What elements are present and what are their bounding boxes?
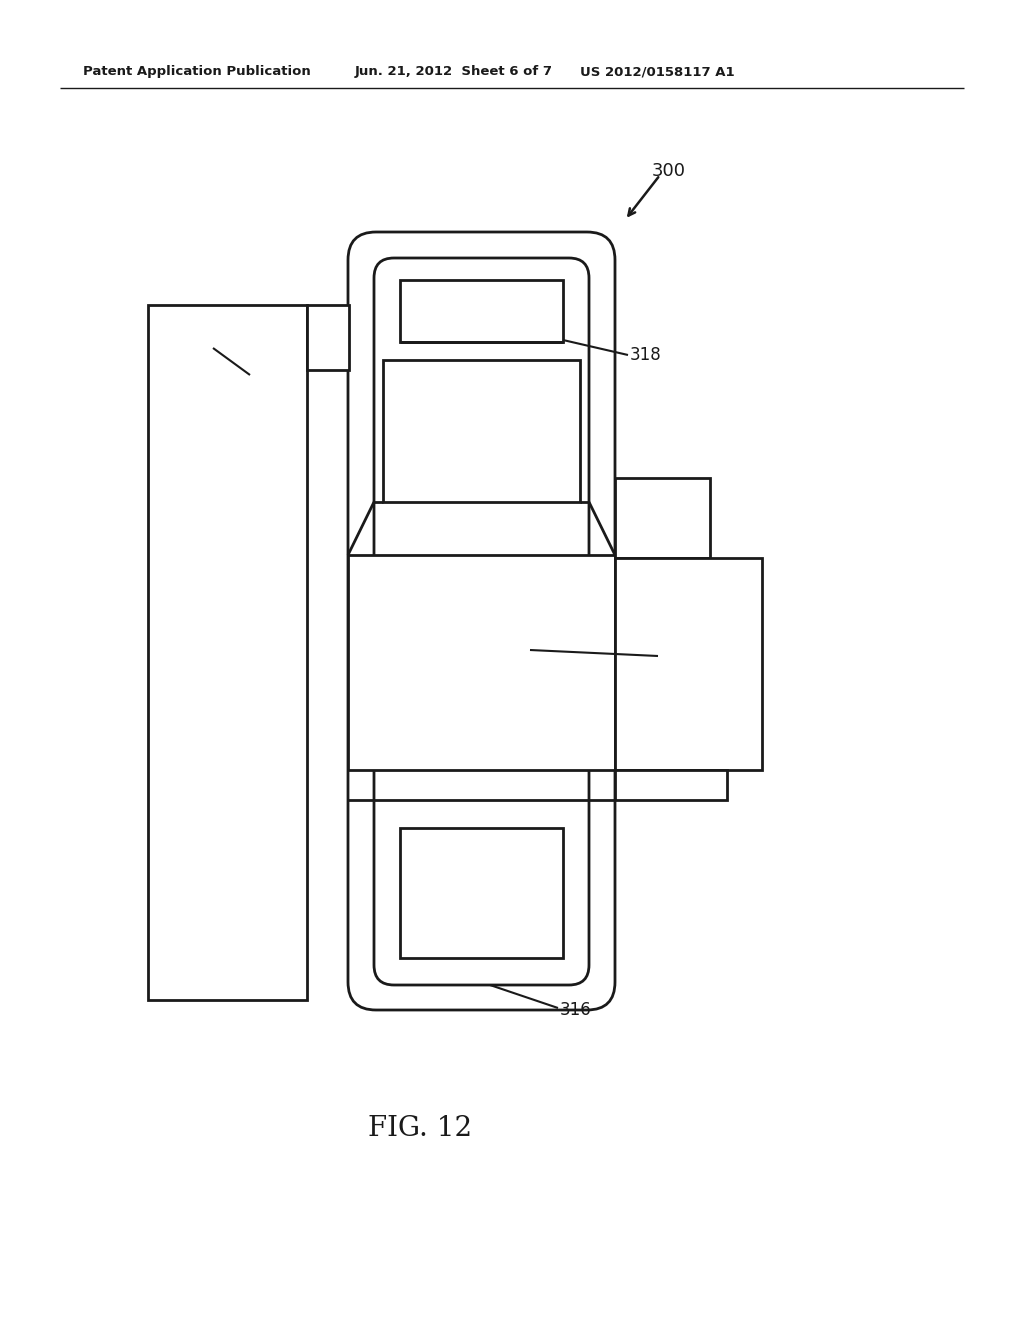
Bar bbox=[348, 554, 615, 770]
Text: Jun. 21, 2012  Sheet 6 of 7: Jun. 21, 2012 Sheet 6 of 7 bbox=[355, 66, 553, 78]
Text: 300: 300 bbox=[652, 162, 686, 180]
Text: 312a: 312a bbox=[660, 651, 702, 669]
FancyBboxPatch shape bbox=[348, 232, 615, 1010]
Bar bbox=[383, 360, 580, 502]
Text: 318: 318 bbox=[630, 346, 662, 364]
Bar bbox=[615, 478, 710, 558]
Text: FIG. 12: FIG. 12 bbox=[368, 1115, 472, 1142]
Bar bbox=[400, 828, 563, 958]
Text: US 2012/0158117 A1: US 2012/0158117 A1 bbox=[580, 66, 734, 78]
Bar bbox=[307, 305, 349, 370]
Text: 316: 316 bbox=[560, 1001, 592, 1019]
Bar bbox=[615, 770, 727, 800]
Text: Patent Application Publication: Patent Application Publication bbox=[83, 66, 310, 78]
FancyBboxPatch shape bbox=[374, 257, 589, 985]
Bar bbox=[400, 280, 563, 342]
Bar bbox=[615, 558, 762, 770]
Bar bbox=[148, 305, 307, 1001]
Text: 331: 331 bbox=[163, 339, 195, 356]
